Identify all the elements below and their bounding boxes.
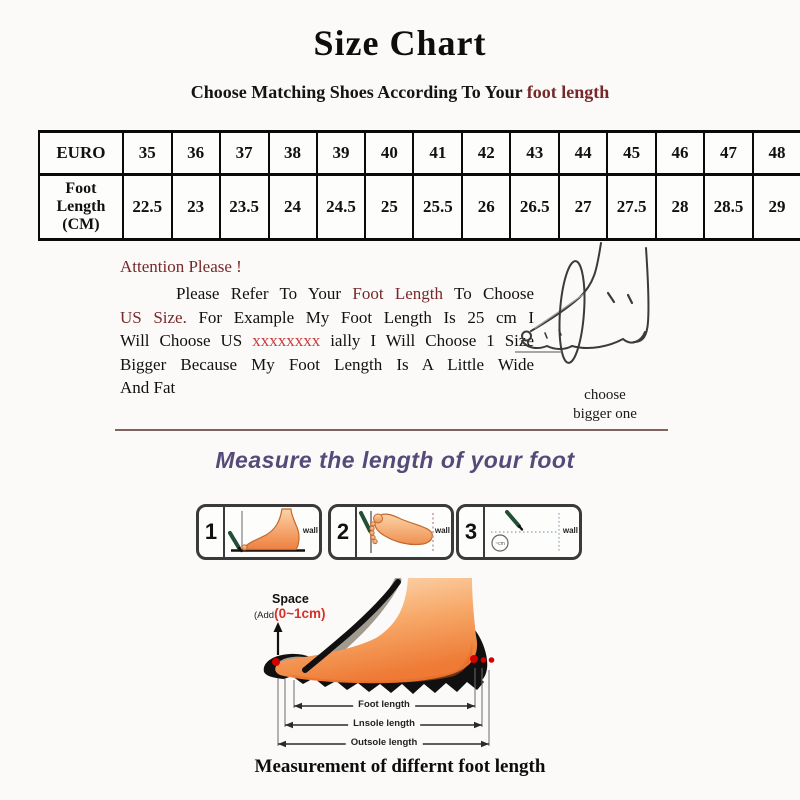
- attention-line: Bigger Because My Foot Length Is A Littl…: [120, 354, 534, 374]
- insole-length-dim-label: Lnsole length: [348, 718, 420, 729]
- foot-length-cell: 23: [170, 173, 221, 241]
- euro-size-cell: 42: [461, 130, 512, 176]
- footer-caption: Measurement of differnt foot length: [254, 756, 546, 777]
- euro-size-cell: 41: [412, 130, 464, 176]
- space-arrow-icon: [273, 622, 283, 655]
- wall-label: wall: [434, 526, 450, 535]
- foot-length-cell: 27: [558, 173, 609, 241]
- step2-foot-top-icon: [359, 511, 434, 553]
- foot-length-cell: 27.5: [606, 173, 657, 241]
- subtitle-text: Choose Matching Shoes According To Your: [190, 82, 523, 102]
- euro-size-cell: 46: [654, 130, 706, 176]
- wall-label: wall: [302, 526, 318, 535]
- foot-length-cell: 28: [654, 173, 706, 241]
- foot-length-cell: 25: [364, 173, 415, 241]
- euro-size-cell: 48: [751, 130, 800, 176]
- foot-length-cell: 23.5: [218, 173, 270, 241]
- size-table: EURO 35 36 37 38 39 40 41 42 43 44 45 46…: [38, 130, 800, 241]
- measure-step-2: 2 wall: [328, 504, 454, 560]
- euro-size-cell: 35: [121, 130, 173, 176]
- table-row-foot-length: Foot Length (CM) 22.5 23 23.5 24 24.5 25…: [38, 173, 800, 241]
- space-label: Space: [272, 592, 309, 606]
- step-number: 1: [199, 507, 225, 557]
- euro-size-cell: 44: [558, 130, 609, 176]
- foot-length-cell: 24.5: [315, 173, 367, 241]
- choose-bigger-note: choose bigger one: [573, 387, 637, 422]
- shoe-measurement-diagram: [263, 578, 495, 748]
- wall-label: wall: [562, 526, 578, 535]
- attention-block: Attention Please ! Please Refer To Your …: [120, 257, 534, 400]
- measure-step-3: 3 ~cm wall: [456, 504, 582, 560]
- foot-shape: [275, 578, 478, 684]
- space-add-label: (Add(0~1cm): [254, 606, 326, 621]
- foot-length-cell: 22.5: [121, 173, 173, 241]
- euro-size-cell: 45: [606, 130, 657, 176]
- euro-size-cell: 40: [364, 130, 415, 176]
- outsole-length-dim-label: Outsole length: [345, 737, 423, 748]
- step1-foot-side-icon: [228, 508, 305, 553]
- foot-length-cell: 26.5: [509, 173, 561, 241]
- foot-length-cell: 29: [751, 173, 800, 241]
- table-row-euro: EURO 35 36 37 38 39 40 41 42 43 44 45 46…: [38, 130, 800, 176]
- section-divider: [115, 429, 668, 431]
- euro-size-cell: 39: [315, 130, 367, 176]
- page-title: Size Chart: [313, 23, 487, 63]
- foot-length-dim-label: Foot length: [353, 699, 415, 710]
- measure-heading: Measure the length of your foot: [215, 447, 575, 473]
- attention-heading: Attention Please !: [120, 257, 242, 276]
- euro-size-cell: 43: [509, 130, 561, 176]
- euro-size-cell: 38: [267, 130, 318, 176]
- foot-length-row-header: Foot Length (CM): [38, 173, 124, 241]
- foot-length-cell: 26: [461, 173, 512, 241]
- step3-circle-label: ~cm: [495, 541, 505, 547]
- foot-sketch-icon: [515, 242, 650, 364]
- attention-line: US Size. For Example My Foot Length Is 2…: [120, 307, 534, 327]
- subtitle: Choose Matching Shoes According To Your …: [0, 82, 800, 103]
- attention-line: And Fat: [120, 378, 176, 397]
- measure-step-1: 1 wall: [196, 504, 322, 560]
- subtitle-accent: foot length: [526, 82, 610, 102]
- euro-row-header: EURO: [38, 130, 124, 176]
- shoe-upper-line: [302, 579, 401, 673]
- attention-line: Will Choose US xxxxxxxx ially I Will Cho…: [120, 331, 534, 350]
- euro-size-cell: 47: [703, 130, 754, 176]
- euro-size-cell: 37: [218, 130, 270, 176]
- step-number: 3: [459, 507, 485, 557]
- foot-length-cell: 24: [267, 173, 318, 241]
- foot-length-cell: 25.5: [412, 173, 464, 241]
- foot-length-cell: 28.5: [703, 173, 754, 241]
- euro-size-cell: 36: [170, 130, 221, 176]
- measure-dots: [272, 655, 495, 666]
- attention-line: Please Refer To Your Foot Length To Choo…: [176, 284, 534, 303]
- step3-measure-icon: ~cm: [491, 510, 560, 552]
- step-number: 2: [331, 507, 357, 557]
